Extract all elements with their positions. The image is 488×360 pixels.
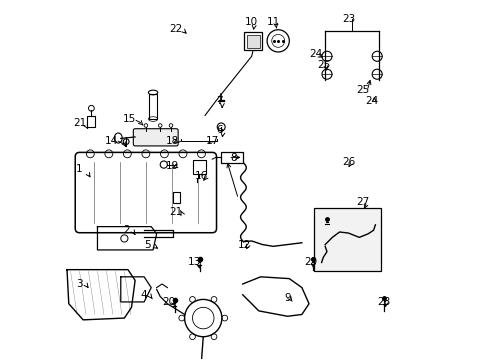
- FancyBboxPatch shape: [75, 152, 216, 233]
- Text: 17: 17: [205, 136, 219, 145]
- Text: 6: 6: [216, 125, 222, 135]
- Circle shape: [158, 124, 162, 127]
- Text: 16: 16: [194, 171, 208, 181]
- Text: 23: 23: [341, 14, 354, 24]
- Text: 21: 21: [73, 118, 86, 128]
- Text: 14: 14: [105, 136, 118, 145]
- Text: 28: 28: [377, 297, 390, 307]
- Text: 27: 27: [355, 197, 369, 207]
- Text: 7: 7: [216, 96, 222, 106]
- Text: 20: 20: [163, 297, 175, 307]
- Text: 3: 3: [76, 279, 82, 289]
- Text: 15: 15: [123, 114, 136, 124]
- Text: 24: 24: [309, 49, 322, 59]
- FancyBboxPatch shape: [133, 129, 178, 146]
- Text: 19: 19: [166, 161, 179, 171]
- Text: 10: 10: [244, 17, 258, 27]
- Bar: [149, 94, 157, 119]
- Text: 1: 1: [76, 164, 82, 174]
- Bar: [314, 208, 380, 271]
- Bar: [221, 152, 243, 163]
- Text: 26: 26: [341, 157, 354, 167]
- Text: 25: 25: [355, 85, 369, 95]
- Text: 22: 22: [169, 24, 183, 35]
- Bar: [246, 35, 259, 48]
- Text: 24: 24: [365, 96, 378, 106]
- Text: 18: 18: [166, 136, 179, 145]
- Text: 2: 2: [122, 225, 129, 235]
- Text: 9: 9: [284, 293, 290, 303]
- Bar: [192, 160, 206, 174]
- Text: 29: 29: [304, 257, 317, 267]
- Text: 21: 21: [169, 207, 183, 217]
- Bar: [87, 116, 95, 127]
- Text: 25: 25: [316, 60, 329, 70]
- Circle shape: [169, 124, 172, 127]
- Text: 4: 4: [141, 290, 147, 300]
- Text: 5: 5: [144, 239, 151, 249]
- Circle shape: [160, 161, 167, 168]
- Circle shape: [144, 124, 147, 127]
- Bar: [244, 32, 262, 50]
- Bar: [172, 192, 180, 203]
- Text: 13: 13: [187, 257, 201, 267]
- Text: 12: 12: [237, 239, 251, 249]
- Text: 8: 8: [230, 153, 237, 163]
- Text: 11: 11: [266, 17, 279, 27]
